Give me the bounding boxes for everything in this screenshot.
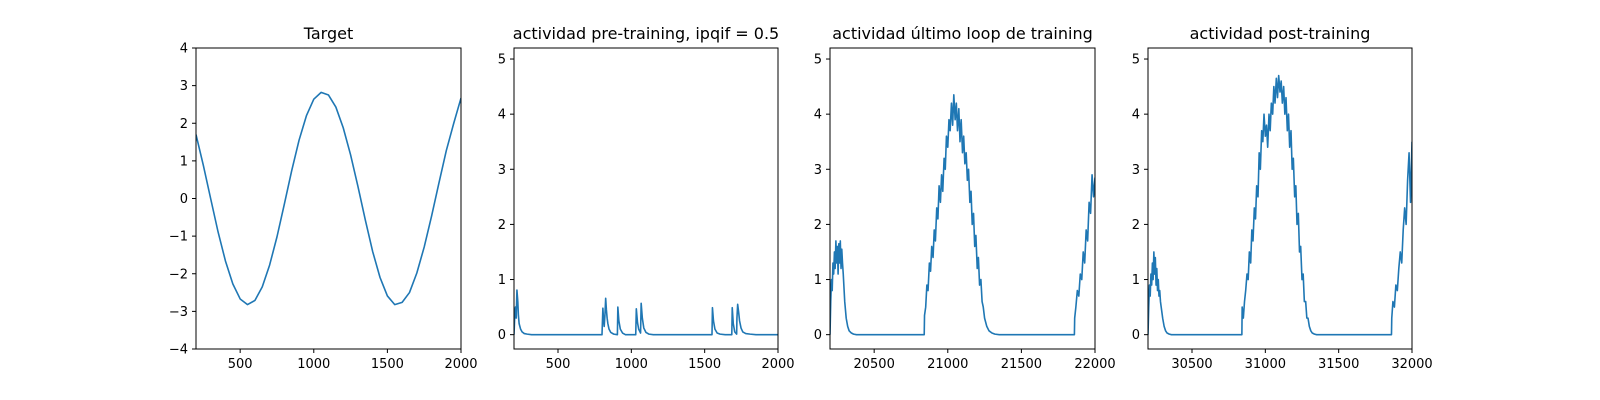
x-tick-label: 31000 xyxy=(1245,357,1286,372)
x-tick-label: 31500 xyxy=(1318,357,1359,372)
y-tick-label: 5 xyxy=(1132,53,1140,68)
x-tick-label: 20500 xyxy=(853,357,894,372)
x-tick-label: 32000 xyxy=(1391,357,1432,372)
x-tick-label: 22000 xyxy=(1074,357,1115,372)
y-tick-label: 4 xyxy=(814,108,822,123)
y-tick-label: 2 xyxy=(180,117,188,132)
y-tick-label: 4 xyxy=(180,42,188,57)
x-tick-label: 500 xyxy=(546,357,571,372)
y-tick-label: −2 xyxy=(169,267,188,282)
series-line-activity xyxy=(1148,74,1412,336)
y-tick-label: −3 xyxy=(169,305,188,320)
chart-panel-1: 500 1000 1500 2000 −4 −3 −2 −1 0 1 2 3 4 Target xyxy=(169,24,478,372)
chart-panel-4: 30500 31000 31500 32000 0 1 2 3 4 5 actividad post… xyxy=(1132,24,1433,372)
y-tick-label: 3 xyxy=(180,79,188,94)
chart-title: actividad último loop de training xyxy=(832,24,1093,43)
y-tick-label: 0 xyxy=(498,328,506,343)
x-tick-label: 1000 xyxy=(615,357,648,372)
x-tick-label: 1500 xyxy=(688,357,721,372)
axes-frame xyxy=(829,47,1096,350)
y-tick-label: 0 xyxy=(1132,328,1140,343)
y-tick-label: 0 xyxy=(814,328,822,343)
axes-frame xyxy=(513,47,779,350)
series-line-activity xyxy=(514,289,778,336)
y-tick-label: 2 xyxy=(498,218,506,233)
y-tick-label: −4 xyxy=(169,343,188,358)
chart-title: actividad post-training xyxy=(1190,24,1371,43)
y-tick-label: 1 xyxy=(180,154,188,169)
chart-title: actividad pre-training, ipqif = 0.5 xyxy=(513,24,779,43)
y-tick-label: 5 xyxy=(814,53,822,68)
x-tick-label: 1000 xyxy=(297,357,330,372)
y-tick-label: 3 xyxy=(1132,163,1140,178)
y-tick-label: 2 xyxy=(814,218,822,233)
series-line-target xyxy=(196,91,461,306)
series-line-activity xyxy=(830,94,1095,336)
y-tick-label: 4 xyxy=(1132,108,1140,123)
y-tick-label: 1 xyxy=(1132,273,1140,288)
x-tick-label: 1500 xyxy=(371,357,404,372)
chart-panel-3: 20500 21000 21500 22000 0 1 2 3 4 5 actividad últi… xyxy=(814,24,1116,372)
x-tick-label: 2000 xyxy=(761,357,794,372)
y-tick-label: 5 xyxy=(498,53,506,68)
x-tick-label: 500 xyxy=(228,357,253,372)
x-tick-label: 21000 xyxy=(927,357,968,372)
y-tick-label: −1 xyxy=(169,230,188,245)
y-tick-label: 2 xyxy=(1132,218,1140,233)
y-tick-label: 1 xyxy=(498,273,506,288)
x-tick-label: 30500 xyxy=(1171,357,1212,372)
chart-panel-2: 500 1000 1500 2000 0 1 2 3 4 5 actividad pre-train… xyxy=(498,24,795,372)
axes-frame xyxy=(1147,47,1413,350)
x-tick-label: 2000 xyxy=(444,357,477,372)
y-tick-label: 3 xyxy=(498,163,506,178)
chart-title: Target xyxy=(303,24,354,43)
y-tick-label: 0 xyxy=(180,192,188,207)
y-tick-label: 3 xyxy=(814,163,822,178)
y-tick-label: 1 xyxy=(814,273,822,288)
y-tick-label: 4 xyxy=(498,108,506,123)
x-tick-label: 21500 xyxy=(1001,357,1042,372)
